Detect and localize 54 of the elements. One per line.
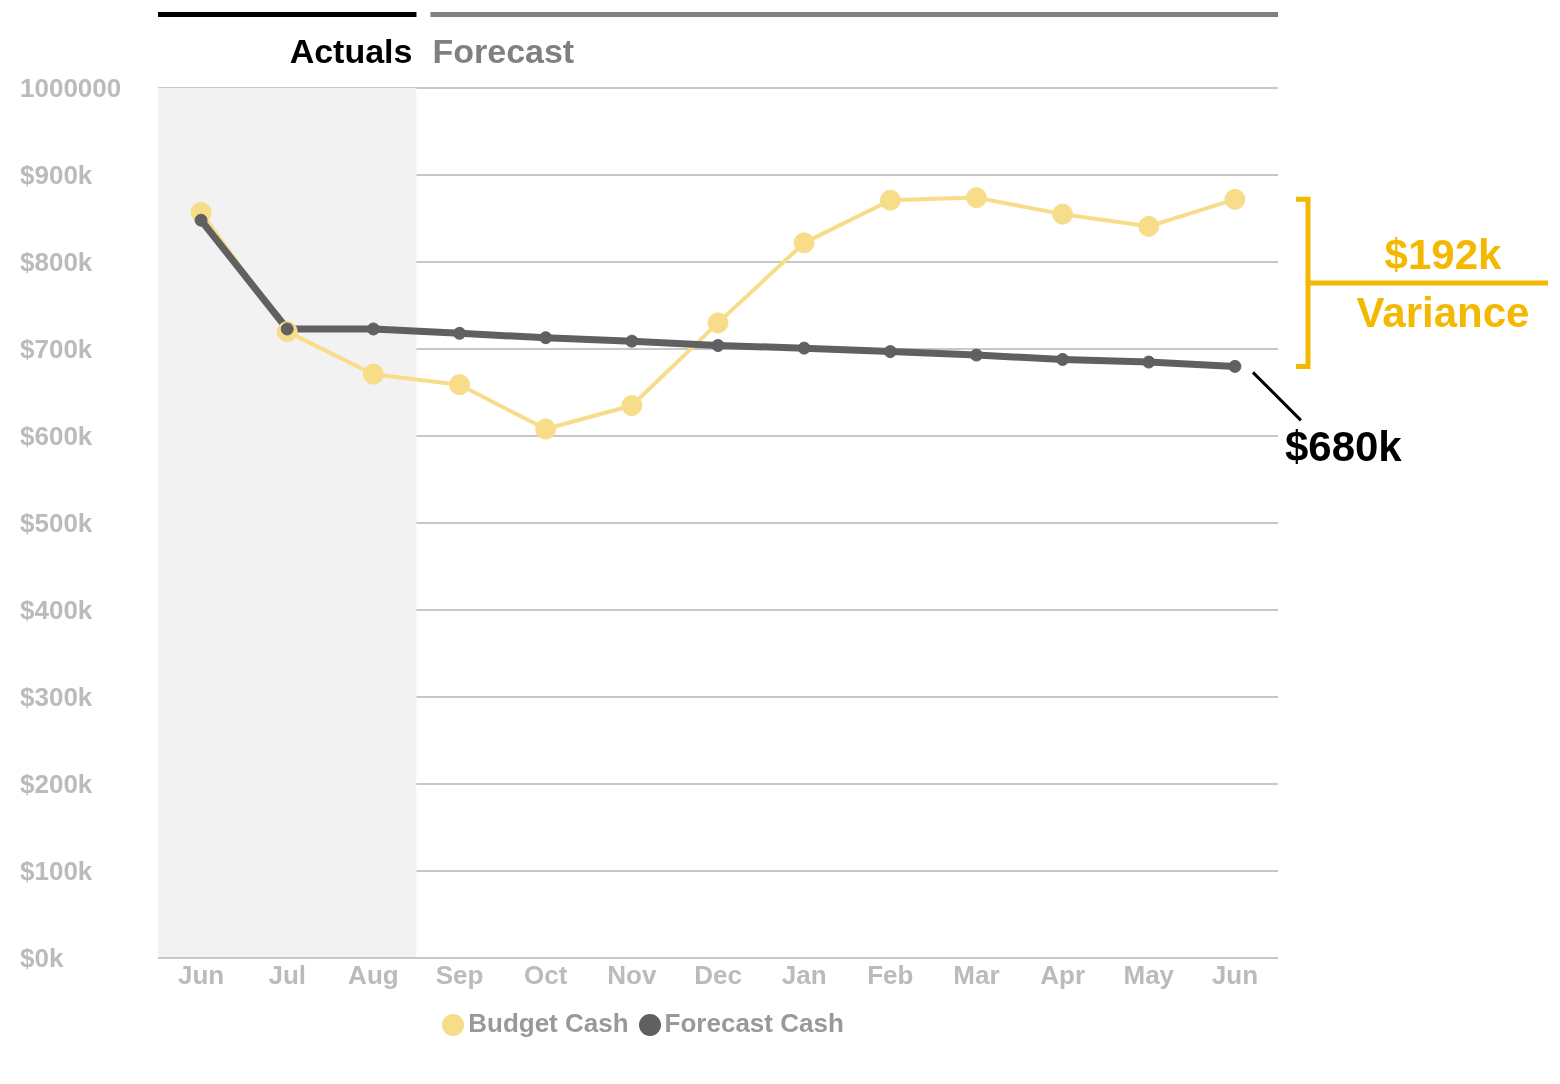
point xyxy=(707,312,729,334)
x-tick-label: Jun xyxy=(1211,960,1259,991)
text: $192k xyxy=(1384,230,1503,278)
y-tick-label: $900k xyxy=(20,160,93,191)
point xyxy=(366,322,380,336)
x-tick-label: Oct xyxy=(524,960,568,991)
point xyxy=(793,232,815,254)
x-tick-label: Jun xyxy=(177,960,225,991)
x-tick-label: Apr xyxy=(1040,960,1086,991)
text: Variance xyxy=(1356,288,1530,336)
point xyxy=(1052,203,1074,225)
point xyxy=(797,341,811,355)
point xyxy=(879,189,901,211)
point xyxy=(1138,215,1160,237)
legend-label: Forecast Cash xyxy=(664,1008,844,1038)
x-tick-label: Jan xyxy=(781,960,827,991)
x-tick-label: Nov xyxy=(607,960,657,991)
y-tick-label: $100k xyxy=(20,856,93,887)
x-tick-label: Sep xyxy=(435,960,484,991)
y-tick-label: 1000000 xyxy=(20,73,122,104)
point xyxy=(539,331,553,345)
point xyxy=(449,374,471,396)
x-tick-label: Dec xyxy=(694,960,742,991)
point xyxy=(362,363,384,385)
band-label: Actuals xyxy=(289,32,413,70)
point xyxy=(453,326,467,340)
point xyxy=(535,418,557,440)
point xyxy=(621,395,643,417)
point xyxy=(969,348,983,362)
point xyxy=(965,187,987,209)
x-tick-label: Aug xyxy=(348,960,399,991)
point xyxy=(711,339,725,353)
y-tick-label: $0k xyxy=(20,943,64,974)
point xyxy=(1228,359,1242,373)
point xyxy=(1224,188,1246,210)
y-tick-label: $700k xyxy=(20,334,93,365)
x-tick-label: Mar xyxy=(953,960,1000,991)
y-tick-label: $800k xyxy=(20,247,93,278)
point xyxy=(1142,355,1156,369)
point xyxy=(1056,352,1070,366)
y-tick-label: $300k xyxy=(20,682,93,713)
point xyxy=(625,334,639,348)
y-tick-label: $600k xyxy=(20,421,93,452)
x-tick-label: Feb xyxy=(867,960,914,991)
x-tick-label: Jul xyxy=(268,960,307,991)
point xyxy=(194,213,208,227)
point xyxy=(883,345,897,359)
x-tick-label: May xyxy=(1123,960,1175,991)
text: Forecast xyxy=(432,32,575,70)
y-tick-label: $200k xyxy=(20,769,93,800)
y-tick-label: $400k xyxy=(20,595,93,626)
legend-label: Budget Cash xyxy=(468,1008,629,1038)
y-tick-label: $500k xyxy=(20,508,93,539)
text: $680k xyxy=(1284,423,1403,471)
